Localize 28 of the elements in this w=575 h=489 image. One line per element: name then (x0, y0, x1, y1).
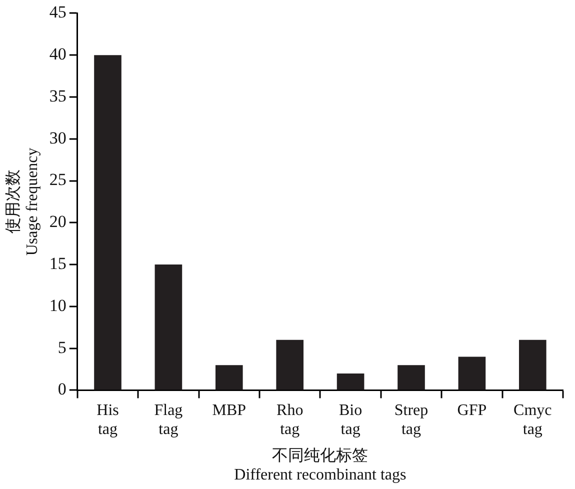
x-axis-title: 不同纯化标签 Different recombinant tags (234, 447, 406, 484)
y-tick-label: 10 (49, 296, 66, 315)
bar (336, 373, 364, 390)
y-tick-label: 35 (49, 86, 66, 106)
x-tick-label: Strep tag (394, 402, 428, 438)
y-tick-label: 40 (49, 44, 66, 64)
x-tick-label: Flag tag (154, 402, 183, 438)
y-tick-label: 20 (49, 212, 66, 232)
bar (458, 356, 486, 390)
bar (154, 264, 182, 390)
y-tick-label: 25 (49, 170, 66, 190)
y-tick-label: 5 (58, 338, 66, 357)
y-tick-label: 0 (58, 380, 66, 399)
x-tick-label: Bio tag (338, 402, 362, 438)
bar (398, 365, 425, 390)
x-tick-label: GFP (457, 402, 487, 420)
y-axis-title: 使用次数 Usage frequency (4, 148, 42, 256)
y-tick-label: 30 (49, 128, 66, 148)
x-tick-label: Rho tag (276, 402, 304, 438)
x-tick-label: MBP (212, 402, 246, 420)
y-tick-label: 45 (49, 2, 66, 22)
x-tick-label: His tag (96, 402, 119, 438)
bar (215, 365, 243, 390)
bar (94, 55, 122, 390)
bar (276, 340, 304, 390)
bar (518, 340, 546, 390)
x-tick-label: Cmyc tag (514, 402, 552, 438)
y-tick-label: 15 (49, 254, 66, 273)
